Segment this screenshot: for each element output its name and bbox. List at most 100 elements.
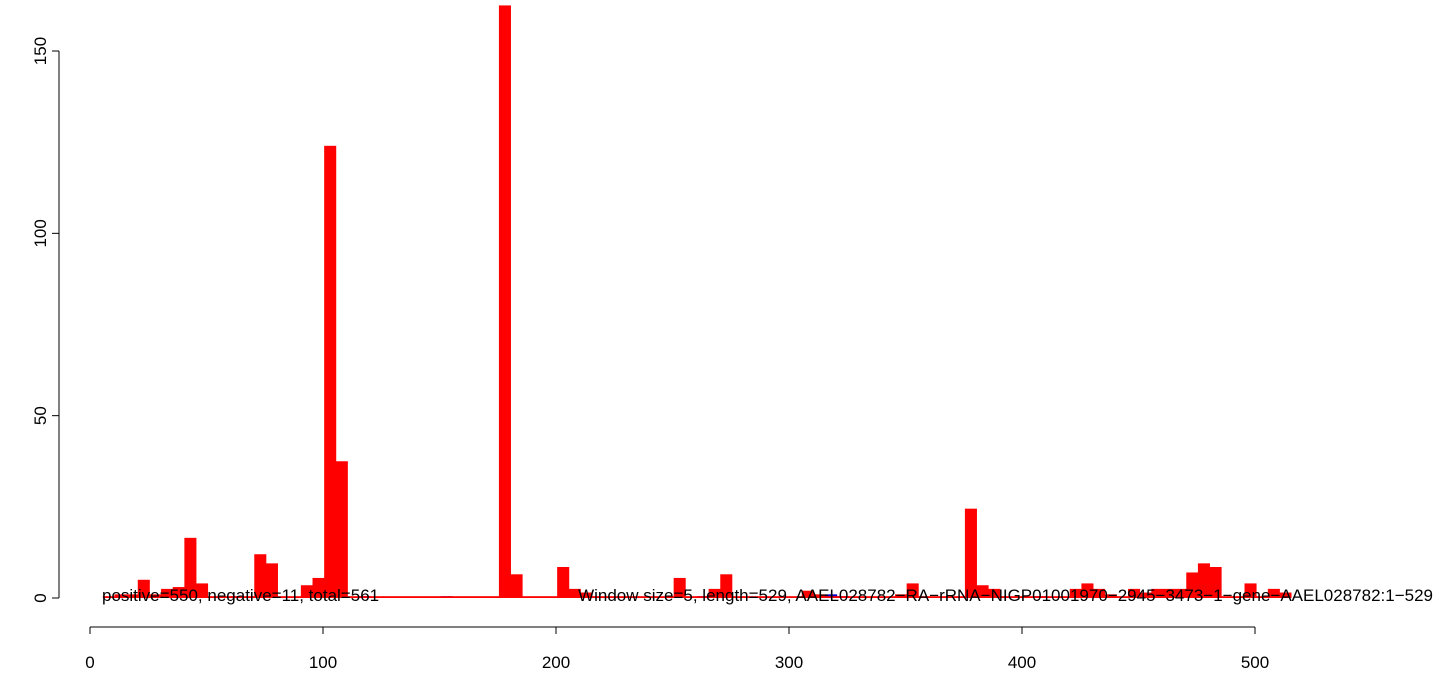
positive-bar [265,563,278,598]
positive-bar [778,596,791,598]
positive-bar [149,594,162,598]
positive-bar [277,596,290,598]
positive-bar [335,461,348,598]
positive-bar [370,596,383,598]
x-tick-label: 500 [1241,653,1269,672]
positive-bar [196,583,209,598]
positive-bar [580,592,593,598]
positive-bar [999,596,1012,598]
positive-bar [161,588,174,598]
positive-bar [1244,583,1257,598]
counts-annotation: positive=550, negative=11, total=561 [102,586,379,605]
positive-bar [1139,592,1152,598]
x-tick-label: 100 [309,653,337,672]
positive-bar [1128,588,1141,598]
positive-bar [1104,594,1117,598]
positive-bar [988,588,1001,598]
positive-bar [673,577,686,598]
positive-bar [883,596,896,598]
positive-bar [615,596,628,598]
positive-bar [207,596,220,598]
y-tick-label: 50 [31,406,50,425]
positive-bar [1034,596,1047,598]
positive-bar [836,596,849,598]
positive-bar [860,596,873,598]
positive-bar [1069,588,1082,598]
positive-bar [743,596,756,598]
positive-bar [1081,583,1094,598]
positive-bar [720,574,733,598]
positive-bar [1221,596,1234,598]
positive-bar [964,508,977,598]
positive-bar [522,596,535,598]
positive-bar [953,596,966,598]
positive-bar [184,537,197,598]
positive-bar [463,596,477,598]
positive-bar [405,596,418,598]
positive-bar [929,596,943,598]
positive-bar [731,596,744,598]
positive-bar [941,596,954,598]
positive-bar [825,596,838,598]
positive-bar [475,596,488,598]
positive-bar [568,588,581,598]
positive-bar [172,587,185,598]
positive-bar [533,596,546,598]
positive-bar [918,596,931,598]
positive-bar [324,145,337,598]
positive-bar [848,596,861,598]
positive-bar [452,596,465,598]
positive-bar [312,577,325,598]
positive-bar [1093,588,1106,598]
positive-bar [242,596,255,598]
x-tick-label: 200 [542,653,570,672]
positive-bar [801,590,814,598]
positive-bar [895,594,908,598]
positive-bar [755,596,768,598]
positive-bar [592,596,605,598]
positive-bar [557,567,570,598]
positive-bar [440,596,453,598]
positive-bar [510,574,523,598]
positive-bar [1046,596,1059,598]
positive-bar [300,585,313,598]
y-axis: 0 50 100 150 [31,37,60,603]
positive-bar [1267,588,1280,598]
positive-bar [1011,596,1024,598]
positive-bar [1232,596,1245,598]
y-tick-label: 100 [31,219,50,247]
positive-bars [102,5,1292,599]
positive-bar [1023,596,1036,598]
x-axis: 0 100 200 300 400 500 [85,626,1269,672]
positive-bar [662,596,675,598]
positive-bar [813,594,826,598]
positive-bar [1116,596,1129,598]
positive-bar [1174,588,1187,598]
x-tick-label: 0 [85,653,94,672]
positive-bar [137,579,150,598]
positive-bar [254,554,267,598]
positive-bar [766,596,779,598]
positive-bar [603,596,616,598]
positive-bar [976,585,989,598]
positive-bar [790,596,803,598]
positive-bar [126,594,139,598]
positive-bar [1151,588,1164,598]
x-tick-label: 400 [1008,653,1036,672]
positive-bar [417,596,430,598]
positive-bar [498,5,511,599]
positive-bar [545,596,558,598]
positive-bar [289,596,302,598]
positive-bar [1162,588,1176,598]
positive-bar [871,596,884,598]
positive-bar [650,596,663,598]
positive-bar [1209,567,1222,598]
y-tick-label: 150 [31,37,50,65]
positive-bar [696,596,710,598]
positive-bar [359,596,372,598]
positive-bar [429,596,442,598]
positive-bar [394,596,407,598]
positive-bar [685,596,698,598]
positive-bar [638,596,651,598]
